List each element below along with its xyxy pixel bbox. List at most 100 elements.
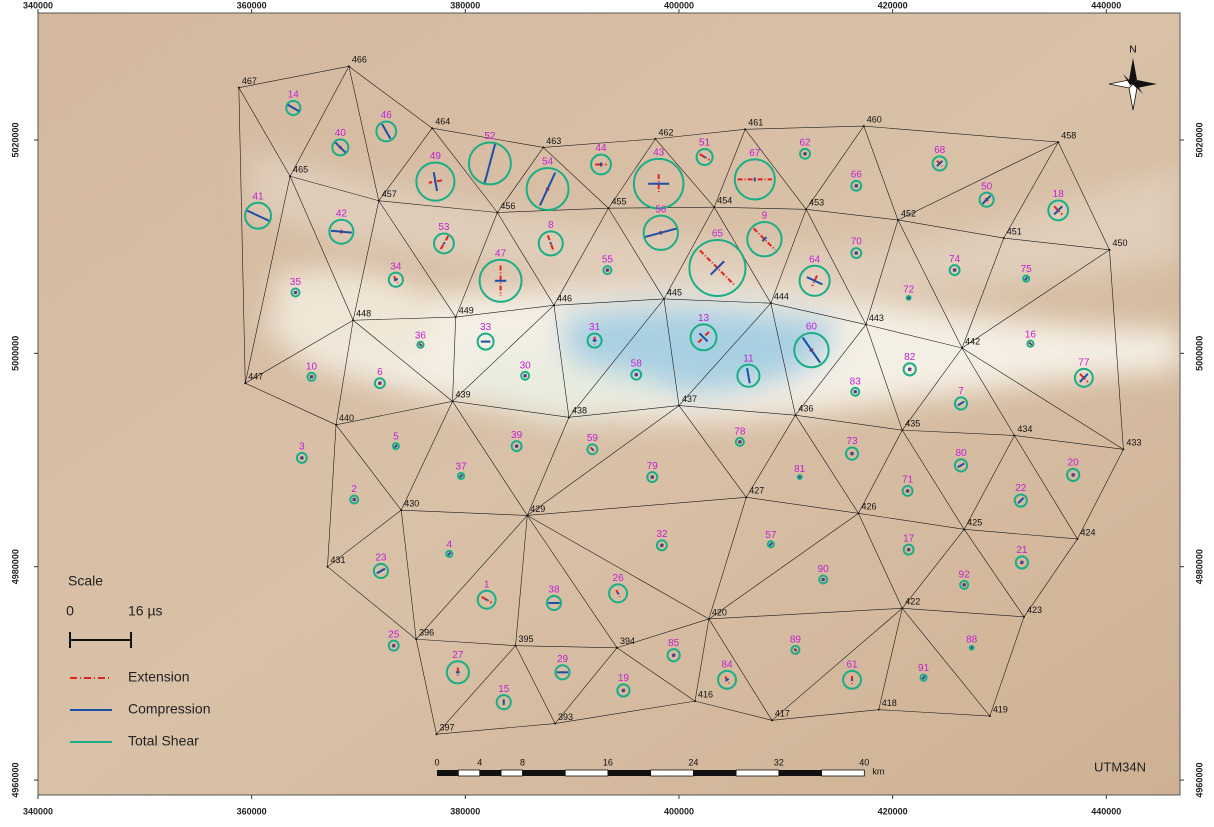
node-label: 442 (965, 336, 980, 346)
legend-label: Total Shear (128, 733, 199, 749)
node-label: 397 (439, 723, 454, 733)
node (771, 719, 773, 721)
compression (908, 297, 909, 298)
strain-label: 33 (480, 322, 492, 333)
y-tick-label: 5000000 (1194, 336, 1204, 371)
strain-label: 83 (850, 376, 862, 387)
node-label: 462 (658, 127, 673, 137)
strain-label: 42 (336, 208, 348, 219)
strain-label: 49 (430, 151, 442, 162)
node-label: 466 (352, 55, 367, 65)
strain-label: 4 (447, 539, 453, 550)
node-label: 464 (435, 117, 450, 127)
strain-label: 62 (799, 138, 811, 149)
node (526, 514, 528, 516)
strain-label: 31 (589, 322, 601, 333)
strain-label: 20 (1068, 457, 1080, 468)
scale-bar-segment (736, 770, 779, 776)
x-tick-label: 340000 (23, 806, 53, 816)
node (770, 302, 772, 304)
node-label: 440 (339, 413, 354, 423)
node-label: 450 (1112, 238, 1127, 248)
y-tick-label: 5020000 (1194, 122, 1204, 157)
node (865, 324, 867, 326)
node (897, 219, 899, 221)
node-label: 439 (455, 390, 470, 400)
node (713, 206, 715, 208)
strain-label: 71 (902, 475, 914, 486)
node-label: 436 (798, 404, 813, 414)
node-label: 467 (242, 76, 257, 86)
legend-tick: 0 (66, 603, 74, 619)
node (863, 125, 865, 127)
strain-label: 64 (809, 254, 821, 265)
strain-label: 18 (1053, 189, 1065, 200)
node (1023, 616, 1025, 618)
strain-label: 91 (918, 663, 930, 674)
strain-label: 73 (846, 436, 858, 447)
node-label: 430 (404, 499, 419, 509)
strain-label: 35 (290, 277, 302, 288)
node-label: 434 (1017, 424, 1032, 434)
node (1013, 434, 1015, 436)
node-label: 433 (1126, 438, 1141, 448)
node-label: 416 (698, 689, 713, 699)
node-label: 420 (712, 607, 727, 617)
node (878, 709, 880, 711)
scale-bar-label: 24 (688, 757, 698, 767)
strain-label: 27 (452, 650, 464, 661)
strain-label: 26 (613, 573, 625, 584)
node (400, 509, 402, 511)
strain-label: 34 (390, 261, 402, 272)
node-label: 444 (774, 292, 789, 302)
node-label: 437 (682, 394, 697, 404)
node (238, 87, 240, 89)
scale-bar-segment (522, 770, 565, 776)
strain-label: 65 (712, 229, 724, 240)
strain-label: 66 (851, 170, 863, 181)
node (901, 607, 903, 609)
strain-label: 57 (765, 530, 777, 541)
node (607, 207, 609, 209)
scale-bar-segment (608, 770, 651, 776)
strain-label: 2 (351, 484, 357, 495)
scale-bar-label: 0 (434, 757, 439, 767)
node (1057, 141, 1059, 143)
strain-label: 59 (587, 433, 599, 444)
strain-label: 15 (498, 684, 510, 695)
node-label: 453 (809, 198, 824, 208)
strain-label: 80 (955, 448, 967, 459)
node-label: 461 (748, 118, 763, 128)
node (455, 316, 457, 318)
y-tick-label: 4960000 (10, 763, 20, 798)
node-label: 435 (905, 419, 920, 429)
node (451, 400, 453, 402)
node-label: 422 (905, 597, 920, 607)
node (678, 405, 680, 407)
strain-label: 30 (520, 360, 532, 371)
legend-title: Scale (68, 573, 103, 589)
x-tick-label: 420000 (878, 0, 908, 10)
node-label: 417 (775, 709, 790, 719)
strain-label: 19 (618, 673, 630, 684)
strain-label: 7 (958, 386, 964, 397)
strain-label: 5 (393, 432, 399, 443)
node (961, 347, 963, 349)
scale-bar-segment (437, 770, 458, 776)
north-label: N (1129, 45, 1136, 56)
node-label: 445 (667, 287, 682, 297)
strain-label: 11 (743, 353, 754, 364)
node-label: 418 (882, 698, 897, 708)
node-label: 393 (558, 712, 573, 722)
scale-bar-segment (693, 770, 736, 776)
strain-label: 52 (484, 131, 496, 142)
node (496, 212, 498, 214)
node-label: 394 (620, 636, 635, 646)
node (663, 298, 665, 300)
strain-label: 16 (1025, 329, 1037, 340)
strain-label: 67 (749, 148, 761, 159)
node (554, 723, 556, 725)
node (857, 512, 859, 514)
node-label: 426 (861, 502, 876, 512)
node (352, 319, 354, 321)
